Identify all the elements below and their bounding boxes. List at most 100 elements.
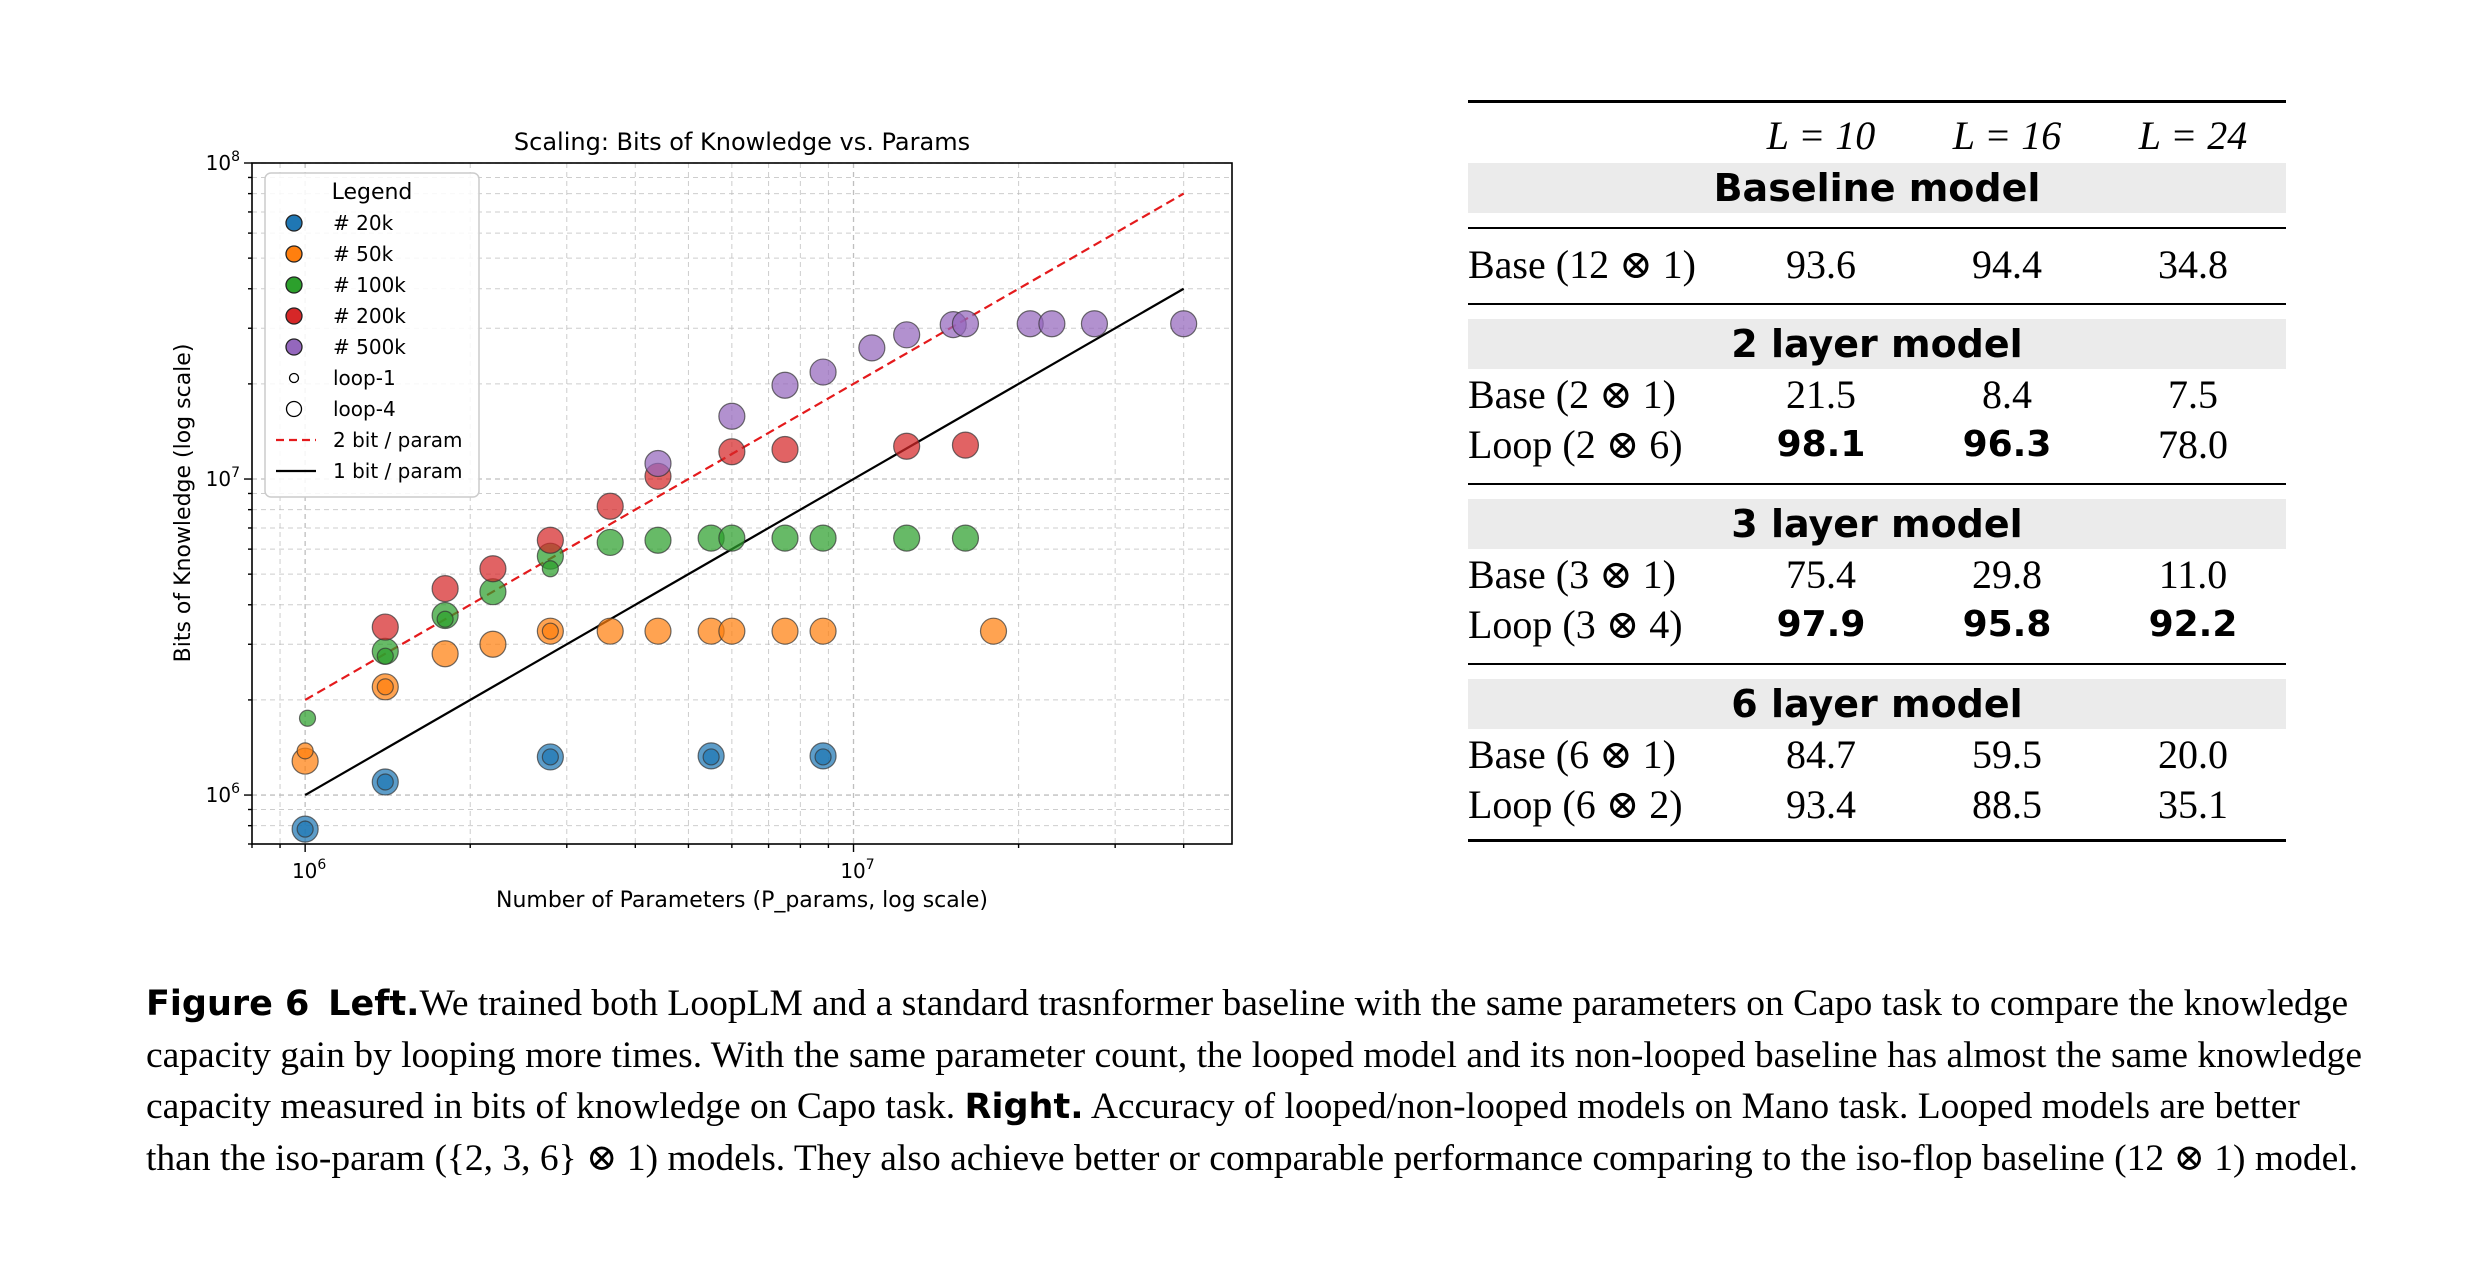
data-point (718, 617, 746, 645)
caption-right-text: Accuracy of looped/non-looped models on … (146, 1086, 2359, 1179)
table-cell: 96.3 (1962, 423, 2052, 465)
legend-label: # 20k (333, 211, 394, 235)
row-label: Base (2 ⊗ 1) (1468, 371, 1676, 417)
row-label: Base (6 ⊗ 1) (1468, 731, 1676, 777)
data-point (893, 321, 921, 349)
data-point (771, 435, 799, 464)
plot-frame (251, 162, 1233, 845)
table-cell: 94.4 (1972, 241, 2042, 287)
table-cell: 88.5 (1972, 781, 2042, 827)
data-point (809, 524, 837, 552)
table-row: Base (2 ⊗ 1) 21.5 8.4 7.5 (1468, 369, 2286, 419)
legend-label: loop-4 (333, 397, 396, 421)
caption-left-label: Left. (328, 984, 420, 1024)
table-bottom-rule (1468, 839, 2286, 842)
data-point (858, 334, 886, 362)
data-point (814, 748, 832, 766)
data-point (596, 528, 624, 557)
legend-marker (285, 338, 303, 356)
data-point (479, 555, 507, 583)
table-cell: 59.5 (1972, 731, 2042, 777)
data-point (771, 371, 799, 399)
table-cell: 8.4 (1982, 371, 2032, 417)
table-cell: 84.7 (1786, 731, 1856, 777)
legend-title: Legend (332, 180, 413, 205)
header-l16: L = 16 (1952, 113, 2062, 158)
header-l10: L = 10 (1766, 113, 1876, 158)
y-tick-exponent: 8 (231, 149, 240, 165)
data-point (718, 524, 746, 552)
table-cell: 75.4 (1786, 551, 1856, 597)
table-body: Baseline model Base (12 ⊗ 1) 93.6 94.4 34.8 2… (1468, 163, 2286, 829)
table-cell: 98.1 (1776, 423, 1866, 465)
y-tick-base: 10 (206, 151, 231, 175)
data-point (644, 617, 672, 645)
data-point (718, 402, 746, 430)
data-point (951, 431, 980, 459)
y-tick-label: 108 (206, 149, 240, 175)
data-point (893, 432, 921, 460)
y-tick-label: 106 (206, 781, 240, 807)
table-cell: 93.6 (1786, 241, 1856, 287)
data-point (541, 560, 559, 578)
data-point (702, 748, 720, 766)
table-cell: 21.5 (1786, 371, 1856, 417)
caption-left-text: We trained both LoopLM and a standard tr… (146, 983, 2362, 1127)
legend-label: # 50k (333, 242, 394, 266)
table-cell: 93.4 (1786, 781, 1856, 827)
x-tick-base: 10 (840, 859, 865, 883)
y-tick-label: 107 (206, 465, 240, 491)
chart-title: Scaling: Bits of Knowledge vs. Params (514, 128, 970, 156)
caption-right-label: Right. (964, 1087, 1084, 1127)
data-point (298, 709, 317, 727)
section-rows: Base (3 ⊗ 1) 75.4 29.8 11.0 Loop (3 ⊗ 4) 97.9… (1468, 549, 2286, 649)
y-tick-exponent: 7 (231, 465, 240, 481)
data-point (1038, 310, 1066, 338)
table-row: Loop (3 ⊗ 4) 97.9 95.8 92.2 (1468, 599, 2286, 649)
table-cell: 11.0 (2158, 551, 2228, 597)
data-point (644, 526, 672, 554)
data-point (376, 647, 394, 665)
section-rule (1468, 663, 2286, 665)
legend-marker (285, 214, 303, 232)
y-tick-base: 10 (206, 467, 231, 491)
legend-label: # 100k (333, 273, 406, 297)
data-point (371, 613, 399, 641)
data-point (951, 524, 980, 552)
table-cell: 34.8 (2158, 241, 2228, 287)
y-tick-exponent: 6 (231, 781, 240, 797)
data-point (376, 678, 394, 696)
table-row: Loop (2 ⊗ 6) 98.1 96.3 78.0 (1468, 419, 2286, 469)
table-cell: 7.5 (2168, 371, 2218, 417)
data-point (771, 617, 799, 645)
legend-label: # 500k (333, 335, 406, 359)
data-point (979, 617, 1008, 645)
table-cell: 92.2 (2148, 603, 2238, 645)
data-point (596, 617, 624, 645)
data-point (479, 578, 507, 606)
data-point (771, 524, 799, 552)
legend-label: loop-1 (333, 366, 396, 390)
legend-label: 1 bit / param (333, 459, 463, 483)
legend-marker (285, 245, 303, 263)
table-cell: 35.1 (2158, 781, 2228, 827)
data-point (541, 622, 559, 640)
table-cell: 29.8 (1972, 551, 2042, 597)
section-rows: Base (6 ⊗ 1) 84.7 59.5 20.0 Loop (6 ⊗ 2) 93.4… (1468, 729, 2286, 829)
table-header-row: L = 10 L = 16 L = 24 (1468, 103, 2286, 163)
legend-marker (288, 372, 300, 384)
row-label: Base (12 ⊗ 1) (1468, 241, 1696, 287)
data-point (376, 773, 394, 791)
x-tick-exponent: 6 (317, 857, 326, 873)
section-rows: Base (12 ⊗ 1) 93.6 94.4 34.8 (1468, 239, 2286, 289)
data-point (809, 617, 837, 645)
legend-marker (285, 307, 303, 325)
data-point (951, 310, 980, 338)
y-tick-base: 10 (206, 783, 231, 807)
legend-marker (285, 400, 303, 418)
data-point (1170, 310, 1198, 338)
row-label: Loop (6 ⊗ 2) (1468, 781, 1683, 827)
data-point (436, 610, 454, 628)
data-point (431, 575, 459, 603)
data-point (296, 820, 314, 838)
